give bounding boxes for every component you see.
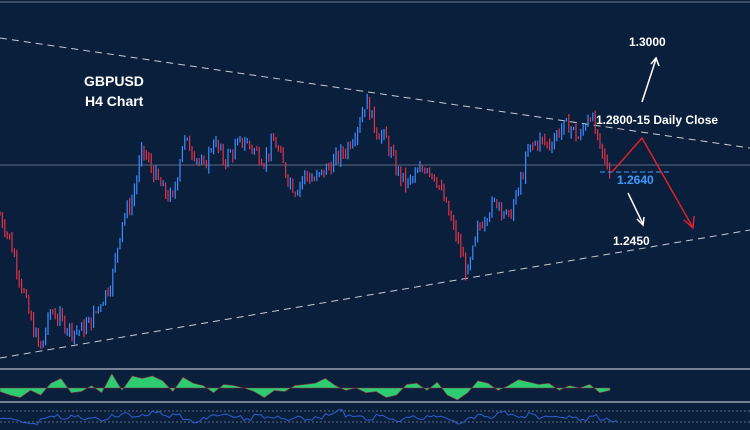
chart-title: GBPUSD [84,73,144,89]
histogram-area [0,372,611,401]
candles [0,93,611,349]
downside-arrow [627,192,644,225]
downside-target-label: 1.2450 [613,234,650,248]
support-label: 1.2640 [617,173,654,187]
upside-arrow [641,58,657,103]
bearish-path [611,136,693,227]
chart-subtitle: H4 Chart [85,93,144,109]
downside-arrow-head [636,216,645,227]
upside-target-label: 1.3000 [629,35,666,49]
histogram-indicator [0,372,611,401]
resistance-close-label: 1.2800-15 Daily Close [596,113,718,127]
oscillator-indicator [0,409,618,426]
upper-trendline [0,37,750,149]
lower-trendline [0,229,750,359]
upside-arrow-head [650,56,660,67]
oscillator-line [0,409,618,426]
bearish-arrow-head [683,215,695,230]
